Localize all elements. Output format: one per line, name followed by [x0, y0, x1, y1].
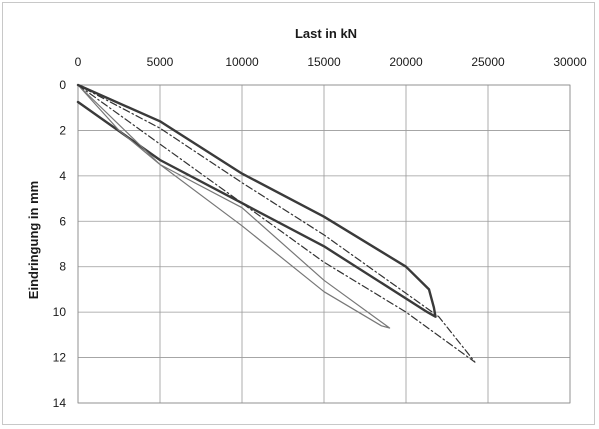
x-tick-labels: 0 5000 10000 15000 20000 25000 30000: [75, 55, 587, 69]
y-tick-label-7: 14: [53, 396, 67, 410]
x-tick-label-0: 0: [75, 55, 82, 69]
y-tick-label-1: 2: [59, 123, 66, 137]
chart-frame: [2, 2, 595, 425]
plot-border: [77, 84, 571, 404]
x-tick-label-3: 15000: [307, 55, 341, 69]
grid: [77, 84, 571, 404]
x-tick-label-4: 20000: [389, 55, 423, 69]
series-line-2: [77, 84, 391, 329]
series-line-3: [77, 84, 476, 363]
x-axis-title: Last in kN: [295, 26, 357, 41]
y-tick-label-0: 0: [59, 78, 66, 92]
series-lines: [76, 83, 476, 363]
x-tick-label-5: 25000: [471, 55, 505, 69]
x-tick-label-1: 5000: [147, 55, 174, 69]
series-line-1: [76, 83, 437, 318]
y-tick-label-6: 12: [53, 351, 67, 365]
x-tick-label-6: 30000: [553, 55, 587, 69]
y-tick-label-4: 8: [59, 260, 66, 274]
y-tick-labels: 0 2 4 6 8 10 12 14: [53, 78, 67, 410]
y-tick-label-5: 10: [53, 305, 67, 319]
y-tick-label-2: 4: [59, 169, 66, 183]
y-tick-label-3: 6: [59, 214, 66, 228]
y-axis-title: Eindringung in mm: [26, 181, 41, 299]
x-tick-label-2: 10000: [225, 55, 259, 69]
